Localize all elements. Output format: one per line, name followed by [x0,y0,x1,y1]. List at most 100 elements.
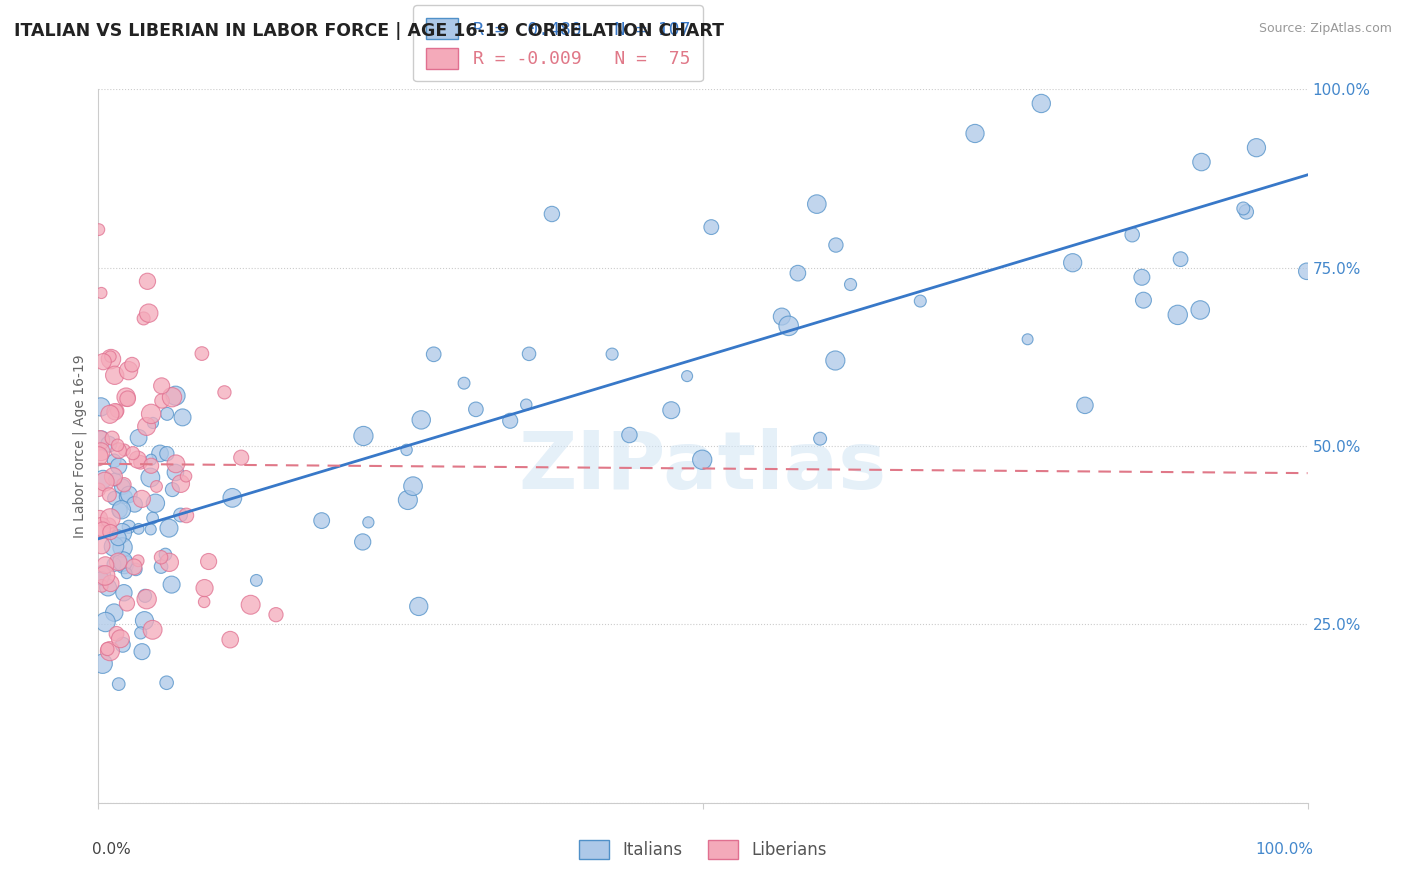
Point [517,347,540,361]
Point [219,632,242,647]
Point [422,347,444,361]
Point [197,554,219,568]
Point [139,452,162,467]
Point [464,402,486,417]
Point [114,490,136,504]
Point [118,487,141,501]
Point [142,511,165,525]
Point [1130,270,1153,285]
Point [134,589,156,603]
Point [239,598,262,612]
Point [90,400,112,414]
Point [191,346,214,360]
Point [600,347,623,361]
Point [160,390,183,404]
Point [103,558,125,572]
Point [1017,332,1039,346]
Point [156,407,179,421]
Legend: Italians, Liberians: Italians, Liberians [572,833,834,866]
Point [155,548,177,562]
Point [1121,227,1143,242]
Point [214,385,236,400]
Point [145,496,167,510]
Point [87,449,110,463]
Point [824,353,846,368]
Point [156,675,179,690]
Point [139,407,162,421]
Point [910,294,932,309]
Point [311,514,333,528]
Point [100,350,122,364]
Point [89,434,111,448]
Point [110,502,132,516]
Point [118,520,141,534]
Point [96,642,118,657]
Point [90,571,112,585]
Point [825,238,848,252]
Point [90,579,112,593]
Point [150,559,173,574]
Point [105,627,128,641]
Point [139,470,162,484]
Point [150,393,173,408]
Point [541,207,564,221]
Point [112,558,135,572]
Point [1232,202,1254,216]
Point [111,480,134,494]
Point [129,455,152,469]
Point [131,645,153,659]
Point [104,472,127,486]
Point [135,419,157,434]
Point [97,581,120,595]
Point [107,555,129,569]
Point [100,352,122,367]
Point [112,586,135,600]
Text: ZIPatlas: ZIPatlas [519,428,887,507]
Point [963,127,986,141]
Point [150,379,173,393]
Point [145,479,167,493]
Point [150,550,173,565]
Point [90,539,112,553]
Point [1074,398,1097,412]
Point [98,644,121,658]
Point [619,428,641,442]
Point [94,558,117,573]
Point [1062,256,1084,270]
Point [94,568,117,582]
Point [160,577,183,591]
Point [1031,96,1053,111]
Point [97,437,120,451]
Point [91,472,114,486]
Point [91,657,114,671]
Point [402,479,425,493]
Point [165,389,187,403]
Point [165,466,187,480]
Point [98,488,121,502]
Point [395,442,418,457]
Y-axis label: In Labor Force | Age 16-19: In Labor Force | Age 16-19 [73,354,87,538]
Point [131,491,153,506]
Point [103,540,125,554]
Point [97,518,120,533]
Point [127,452,149,467]
Point [100,576,122,591]
Point [117,392,139,406]
Point [125,562,148,576]
Point [111,541,134,555]
Point [170,476,193,491]
Point [98,524,121,539]
Text: Source: ZipAtlas.com: Source: ZipAtlas.com [1258,22,1392,36]
Point [778,318,800,333]
Point [104,368,127,383]
Point [231,450,253,465]
Point [87,222,110,236]
Point [411,413,433,427]
Point [142,623,165,637]
Point [770,310,793,324]
Point [107,438,129,452]
Text: ITALIAN VS LIBERIAN IN LABOR FORCE | AGE 16-19 CORRELATION CHART: ITALIAN VS LIBERIAN IN LABOR FORCE | AGE… [14,22,724,40]
Point [90,444,112,458]
Point [352,429,374,443]
Point [93,475,115,489]
